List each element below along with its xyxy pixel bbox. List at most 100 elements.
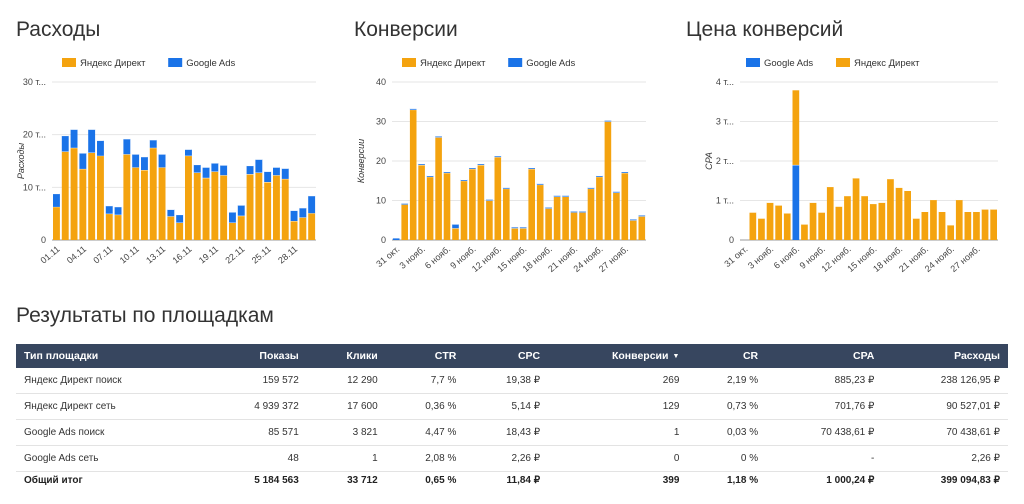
table-row[interactable]: Яндекс Директ сеть 4 939 372 17 600 0,36 % 5… [16, 393, 1008, 420]
bar-google[interactable] [211, 163, 219, 172]
bar-yandex[interactable] [418, 165, 425, 240]
bar-google[interactable] [176, 214, 184, 223]
bar-yandex[interactable] [852, 178, 860, 240]
bar-google[interactable] [528, 167, 535, 169]
bar-yandex[interactable] [801, 224, 808, 240]
bar-google[interactable] [426, 175, 434, 177]
bar-yandex[interactable] [486, 200, 493, 241]
bar-google[interactable] [460, 179, 468, 181]
bar-google[interactable] [264, 171, 272, 183]
bar-yandex[interactable] [835, 206, 843, 240]
col-header-spend[interactable]: Расходы [882, 344, 1008, 368]
bar-google[interactable] [401, 203, 408, 205]
bar-google[interactable] [167, 209, 175, 217]
bar-google[interactable] [511, 227, 519, 229]
bar-yandex[interactable] [783, 213, 791, 240]
bar-yandex[interactable] [409, 109, 417, 240]
bar-google[interactable] [105, 205, 113, 214]
bar-google[interactable] [562, 195, 569, 197]
bar-google[interactable] [553, 195, 561, 197]
bar-yandex[interactable] [511, 228, 519, 240]
bar-yandex[interactable] [570, 212, 578, 240]
bar-google[interactable] [53, 193, 60, 207]
bar-yandex[interactable] [596, 176, 603, 240]
bar-google[interactable] [141, 156, 148, 170]
bar-yandex[interactable] [861, 195, 868, 240]
bar-yandex[interactable] [237, 215, 245, 240]
bar-google[interactable] [202, 167, 210, 178]
bar-google[interactable] [536, 183, 544, 185]
bar-yandex[interactable] [290, 221, 298, 240]
bar-google[interactable] [123, 138, 131, 155]
bar-yandex[interactable] [88, 152, 96, 240]
bar-google[interactable] [613, 191, 620, 193]
bar-yandex[interactable] [749, 212, 757, 240]
bar-google[interactable] [281, 168, 289, 179]
bar-yandex[interactable] [452, 228, 459, 240]
bar-google[interactable] [494, 155, 502, 158]
bar-google[interactable] [486, 199, 493, 201]
bar-yandex[interactable] [930, 199, 937, 240]
bar-yandex[interactable] [477, 165, 485, 240]
bar-yandex[interactable] [912, 218, 920, 240]
bar-google[interactable] [132, 154, 140, 168]
bar-yandex[interactable] [630, 220, 637, 241]
bar-yandex[interactable] [792, 89, 800, 165]
bar-yandex[interactable] [758, 218, 765, 240]
bar-yandex[interactable] [220, 175, 228, 240]
bar-yandex[interactable] [123, 154, 131, 240]
bar-yandex[interactable] [114, 214, 122, 240]
bar-google[interactable] [273, 167, 280, 176]
bar-yandex[interactable] [587, 188, 595, 240]
bar-yandex[interactable] [158, 167, 166, 240]
bar-yandex[interactable] [519, 228, 527, 240]
col-header-clicks[interactable]: Клики [306, 344, 386, 368]
bar-google[interactable] [579, 211, 586, 213]
bar-yandex[interactable] [435, 137, 442, 240]
bar-yandex[interactable] [299, 217, 307, 240]
bar-yandex[interactable] [878, 202, 886, 241]
col-header-platform[interactable]: Тип площадки [16, 344, 206, 368]
bar-google[interactable] [246, 165, 254, 175]
bar-yandex[interactable] [947, 225, 954, 240]
col-header-ctr[interactable]: CTR [385, 344, 465, 368]
bar-yandex[interactable] [553, 196, 561, 240]
bar-yandex[interactable] [536, 184, 544, 240]
col-header-cpc[interactable]: CPC [464, 344, 549, 368]
bar-google[interactable] [308, 195, 316, 214]
bar-google[interactable] [79, 153, 87, 169]
bar-yandex[interactable] [528, 168, 535, 240]
bar-yandex[interactable] [255, 172, 263, 240]
bar-google[interactable] [392, 238, 400, 240]
bar-yandex[interactable] [895, 187, 903, 241]
bar-google[interactable] [545, 207, 552, 209]
bar-yandex[interactable] [981, 209, 989, 240]
bar-google[interactable] [149, 139, 157, 148]
bar-yandex[interactable] [887, 178, 894, 240]
bar-yandex[interactable] [426, 176, 434, 240]
bar-yandex[interactable] [176, 222, 184, 240]
bar-yandex[interactable] [955, 199, 963, 240]
bar-yandex[interactable] [545, 208, 552, 240]
bar-google[interactable] [452, 224, 459, 229]
bar-google[interactable] [435, 136, 442, 138]
bar-yandex[interactable] [61, 151, 69, 241]
bar-google[interactable] [158, 154, 166, 168]
bar-yandex[interactable] [132, 167, 140, 240]
bar-google[interactable] [70, 129, 78, 148]
bar-yandex[interactable] [938, 211, 946, 240]
bar-yandex[interactable] [70, 147, 78, 240]
table-row[interactable]: Google Ads поиск 85 571 3 821 4,47 % 18,43 ₽… [16, 419, 1008, 446]
bar-yandex[interactable] [141, 170, 148, 240]
bar-google[interactable] [193, 164, 201, 173]
bar-yandex[interactable] [460, 180, 468, 241]
bar-yandex[interactable] [149, 147, 157, 240]
bar-yandex[interactable] [638, 216, 646, 240]
bar-yandex[interactable] [401, 204, 408, 240]
bar-yandex[interactable] [246, 174, 254, 240]
bar-google[interactable] [792, 165, 800, 240]
bar-yandex[interactable] [621, 172, 629, 240]
bar-google[interactable] [443, 171, 451, 173]
bar-google[interactable] [114, 206, 122, 215]
bar-google[interactable] [290, 210, 298, 222]
